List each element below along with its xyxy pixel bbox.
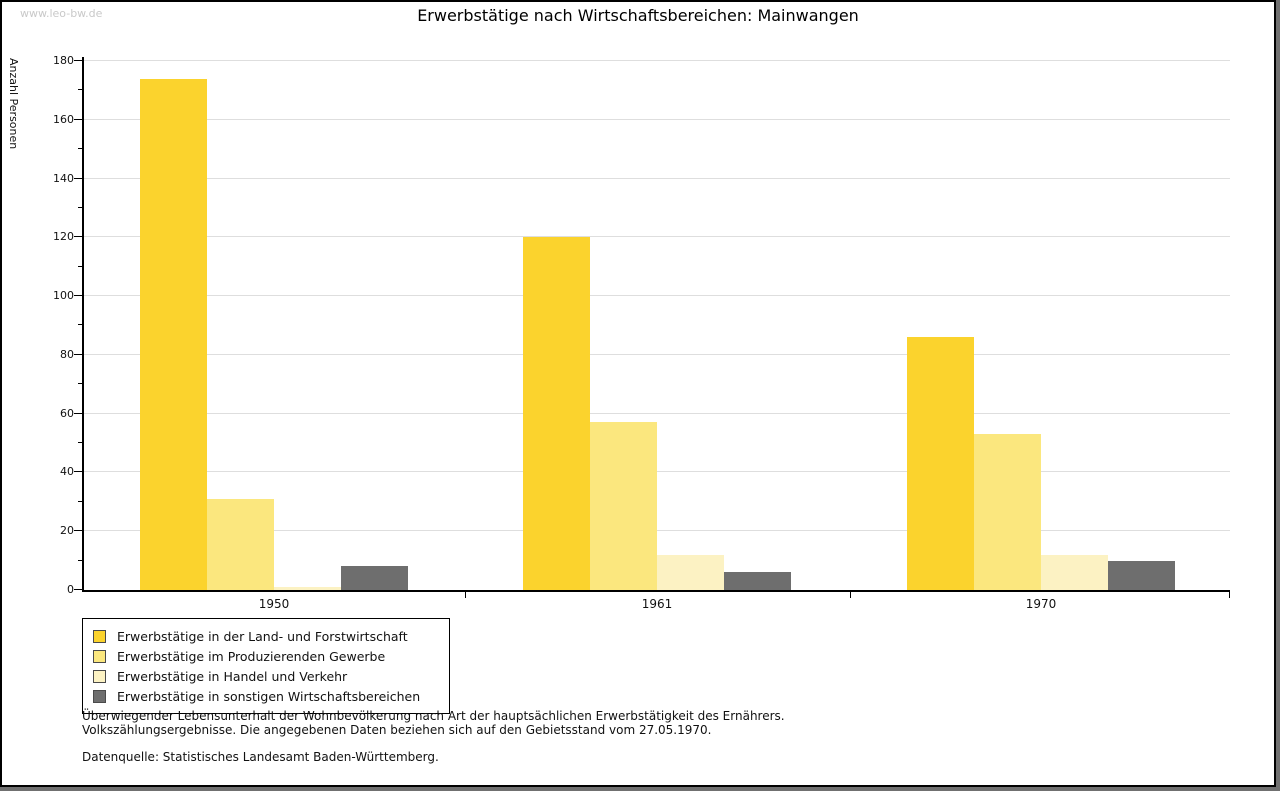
bar-series2-1970 xyxy=(974,434,1041,590)
gridline-180 xyxy=(84,60,1230,61)
bar-series4-1961 xyxy=(724,572,791,590)
y-axis-minor-tick xyxy=(78,442,84,443)
gridline-80 xyxy=(84,354,1230,355)
gridline-140 xyxy=(84,178,1230,179)
y-axis-major-tick xyxy=(74,354,84,355)
y-axis-major-tick xyxy=(74,236,84,237)
legend-item-label: Erwerbstätige in Handel und Verkehr xyxy=(117,668,348,684)
bar-series3-1970 xyxy=(1041,555,1108,590)
bar-series2-1961 xyxy=(590,422,657,590)
legend-swatch-icon xyxy=(93,629,106,643)
footnote-line-2: Volkszählungsergebnisse. Die angegebenen… xyxy=(82,723,712,737)
bar-series1-1970 xyxy=(907,337,974,590)
gridline-20 xyxy=(84,530,1230,531)
y-axis-minor-tick xyxy=(78,148,84,149)
y-axis-minor-tick xyxy=(78,324,84,325)
bar-series1-1961 xyxy=(523,237,590,590)
y-axis-major-tick xyxy=(74,119,84,120)
y-axis-major-tick xyxy=(74,530,84,531)
legend-box: Erwerbstätige in der Land- und Forstwirt… xyxy=(82,618,450,714)
gridline-40 xyxy=(84,471,1230,472)
y-axis-tick-label: 140 xyxy=(53,172,74,185)
gridline-120 xyxy=(84,236,1230,237)
y-axis-tick-label: 80 xyxy=(60,348,74,361)
y-axis-major-tick xyxy=(74,413,84,414)
y-axis-minor-tick xyxy=(78,89,84,90)
x-axis-tick xyxy=(1229,592,1230,598)
y-axis-tick-label: 160 xyxy=(53,113,74,126)
bar-series2-1950 xyxy=(207,499,274,590)
y-axis-title: Anzahl Personen xyxy=(7,58,20,150)
bar-series1-1950 xyxy=(140,79,207,590)
y-axis-tick-label: 0 xyxy=(67,583,74,596)
y-axis-tick-label: 60 xyxy=(60,407,74,420)
gridline-100 xyxy=(84,295,1230,296)
legend-item: Erwerbstätige in sonstigen Wirtschaftsbe… xyxy=(93,686,439,706)
gridline-60 xyxy=(84,413,1230,414)
y-axis-tick-label: 120 xyxy=(53,230,74,243)
y-axis-tick-label: 20 xyxy=(60,524,74,537)
legend-swatch-icon xyxy=(93,689,106,703)
y-axis-minor-tick xyxy=(78,266,84,267)
chart-title: Erwerbstätige nach Wirtschaftsbereichen:… xyxy=(417,6,859,25)
y-axis-major-tick xyxy=(74,295,84,296)
y-axis-minor-tick xyxy=(78,207,84,208)
y-axis-major-tick xyxy=(74,471,84,472)
legend-item-label: Erwerbstätige im Produzierenden Gewerbe xyxy=(117,648,386,664)
legend-swatch-icon xyxy=(93,669,106,683)
plot-area: 0 20 40 60 80 100 120 140 160 180 1950 1961 1970 xyxy=(53,54,1230,611)
legend-item: Erwerbstätige in Handel und Verkehr xyxy=(93,666,439,686)
y-axis-major-tick xyxy=(74,178,84,179)
y-axis-tick-label: 100 xyxy=(53,289,74,302)
footnote-text: Überwiegender Lebensunterhalt der Wohnbe… xyxy=(82,709,785,737)
y-axis-major-tick xyxy=(74,60,84,61)
x-category-label-1970: 1970 xyxy=(1025,597,1057,611)
site-watermark: www.leo-bw.de xyxy=(20,7,103,20)
bar-series3-1961 xyxy=(657,555,724,590)
gridline-160 xyxy=(84,119,1230,120)
y-axis-minor-tick xyxy=(78,501,84,502)
bar-series4-1970 xyxy=(1108,561,1175,590)
legend-item: Erwerbstätige im Produzierenden Gewerbe xyxy=(93,646,439,666)
legend-item-label: Erwerbstätige in sonstigen Wirtschaftsbe… xyxy=(117,688,421,704)
bar-series3-1950 xyxy=(274,587,341,590)
x-category-label-1961: 1961 xyxy=(641,597,673,611)
y-axis-minor-tick xyxy=(78,383,84,384)
x-axis-tick xyxy=(465,592,466,598)
y-axis-minor-tick xyxy=(78,560,84,561)
legend-item-label: Erwerbstätige in der Land- und Forstwirt… xyxy=(117,628,408,644)
bar-series4-1950 xyxy=(341,566,408,590)
x-category-label-1950: 1950 xyxy=(258,597,290,611)
footnote-line-1: Überwiegender Lebensunterhalt der Wohnbe… xyxy=(82,709,785,723)
data-source-text: Datenquelle: Statistisches Landesamt Bad… xyxy=(82,750,439,764)
y-axis-tick-label: 40 xyxy=(60,465,74,478)
y-axis-major-tick xyxy=(74,589,84,590)
x-axis-tick xyxy=(850,592,851,598)
legend-item: Erwerbstätige in der Land- und Forstwirt… xyxy=(93,626,439,646)
y-axis-tick-label: 180 xyxy=(53,54,74,67)
legend-swatch-icon xyxy=(93,649,106,663)
